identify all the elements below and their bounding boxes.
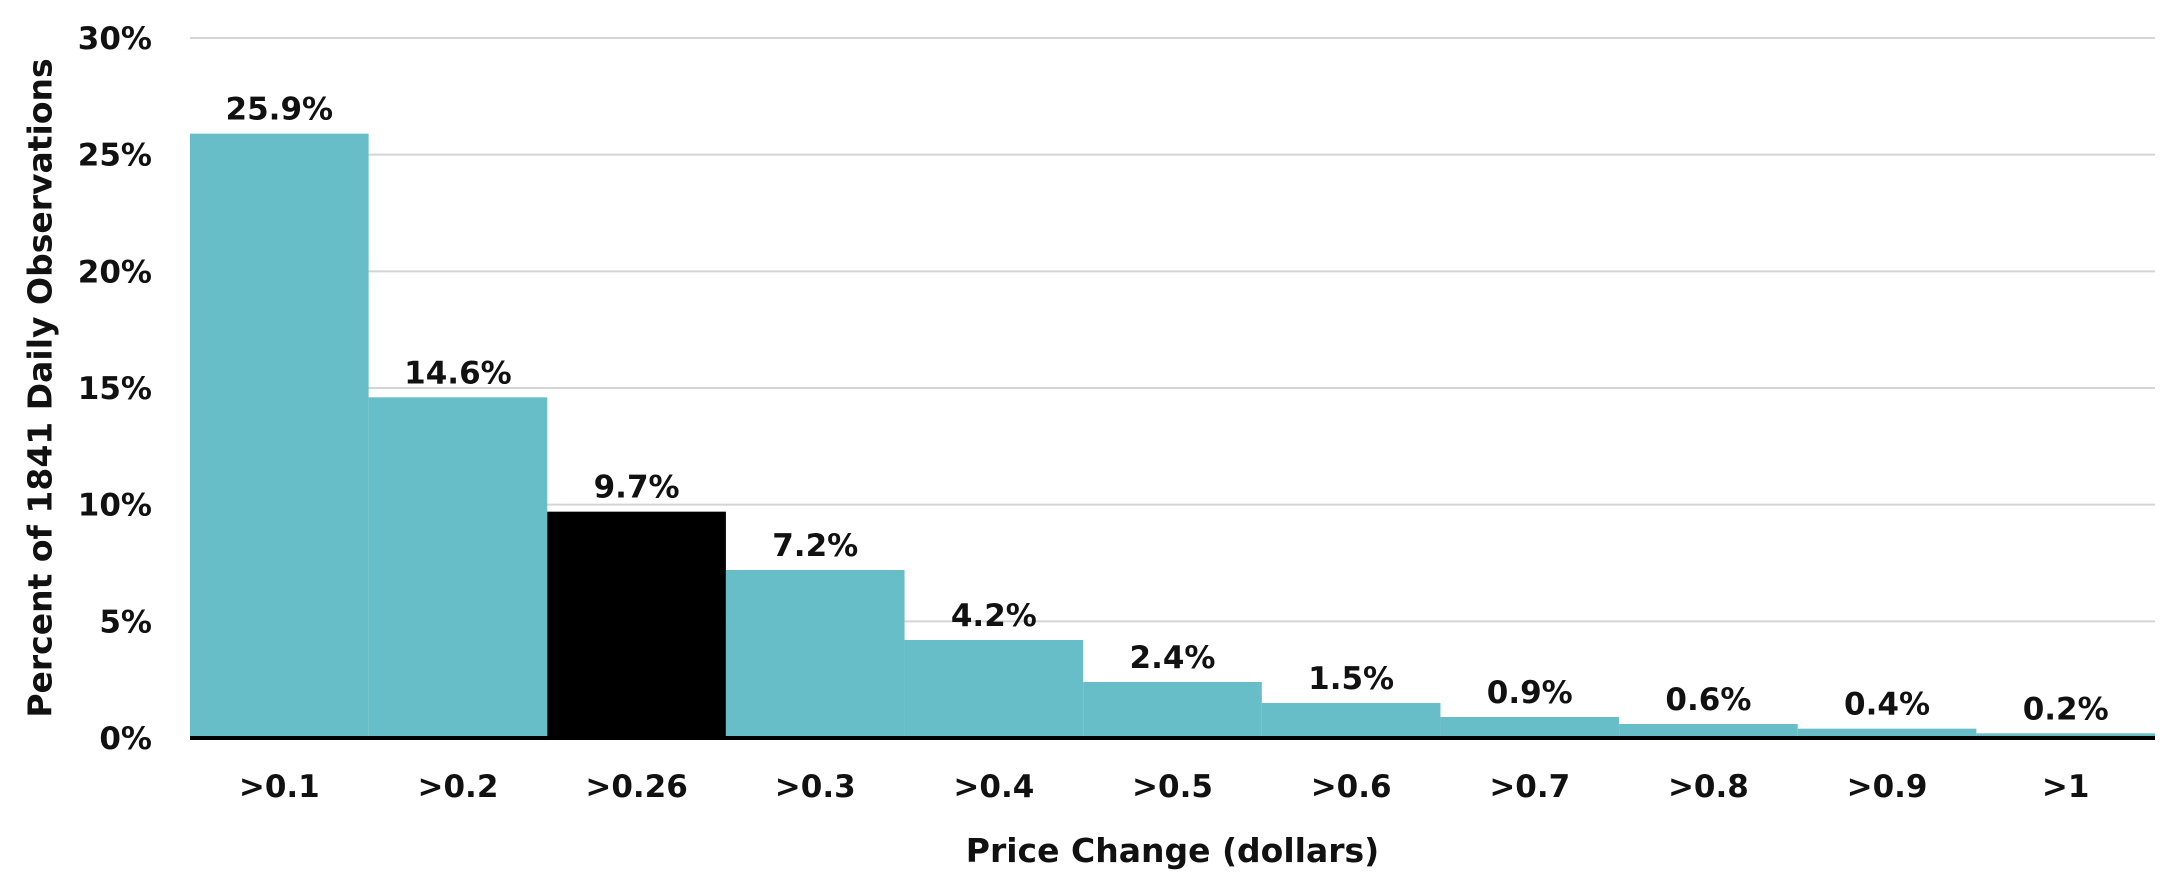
x-tick-label: >1	[2042, 769, 2090, 805]
bar-10	[1976, 733, 2155, 738]
x-tick-label: >0.5	[1132, 769, 1213, 805]
data-label: 0.6%	[1665, 682, 1751, 718]
bar-7	[1440, 717, 1620, 738]
data-labels: 25.9% 14.6% 9.7% 7.2% 4.2% 2.4% 1.5% 0.9% 0.6% 0.…	[226, 92, 2109, 728]
y-tick-label: 15%	[78, 371, 152, 407]
data-label: 7.2%	[772, 528, 858, 564]
bar-2	[547, 511, 726, 738]
x-tick-label: >0.8	[1668, 769, 1749, 805]
bar-0	[190, 133, 369, 738]
x-axis-title: Price Change (dollars)	[966, 831, 1379, 870]
data-label: 0.4%	[1844, 687, 1930, 723]
y-tick-label: 0%	[99, 721, 152, 757]
x-tick-label: >0.26	[585, 769, 687, 805]
bar-5	[1083, 682, 1262, 738]
data-label: 25.9%	[226, 92, 334, 128]
bar-8	[1619, 724, 1798, 738]
x-tick-label: >0.3	[775, 769, 856, 805]
y-tick-label: 25%	[78, 138, 152, 174]
x-tick-label: >0.6	[1311, 769, 1392, 805]
data-label: 9.7%	[594, 470, 680, 506]
data-label: 2.4%	[1130, 640, 1216, 676]
y-tick-label: 20%	[78, 254, 152, 290]
data-label: 4.2%	[951, 598, 1037, 634]
data-label: 0.2%	[2023, 691, 2109, 727]
bar-1	[368, 397, 548, 738]
data-label: 14.6%	[404, 355, 512, 391]
x-tick-label: >0.4	[953, 769, 1034, 805]
bars	[190, 133, 2155, 738]
data-label: 1.5%	[1308, 661, 1394, 697]
y-axis-title: Percent of 1841 Daily Observations	[21, 58, 60, 717]
bar-9	[1797, 728, 1977, 738]
x-tick-labels: >0.1 >0.2 >0.26 >0.3 >0.4 >0.5 >0.6 >0.7 >0.8 >0.…	[239, 769, 2090, 805]
x-tick-label: >0.2	[418, 769, 499, 805]
y-tick-label: 30%	[78, 21, 152, 57]
y-tick-label: 10%	[78, 488, 152, 524]
bar-4	[904, 640, 1084, 738]
x-tick-label: >0.1	[239, 769, 320, 805]
y-tick-label: 5%	[99, 604, 152, 640]
data-label: 0.9%	[1487, 675, 1573, 711]
x-tick-label: >0.9	[1847, 769, 1928, 805]
bar-3	[725, 570, 905, 738]
bar-6	[1261, 703, 1441, 738]
y-tick-labels: 0% 5% 10% 15% 20% 25% 30%	[78, 21, 152, 757]
x-tick-label: >0.7	[1489, 769, 1570, 805]
